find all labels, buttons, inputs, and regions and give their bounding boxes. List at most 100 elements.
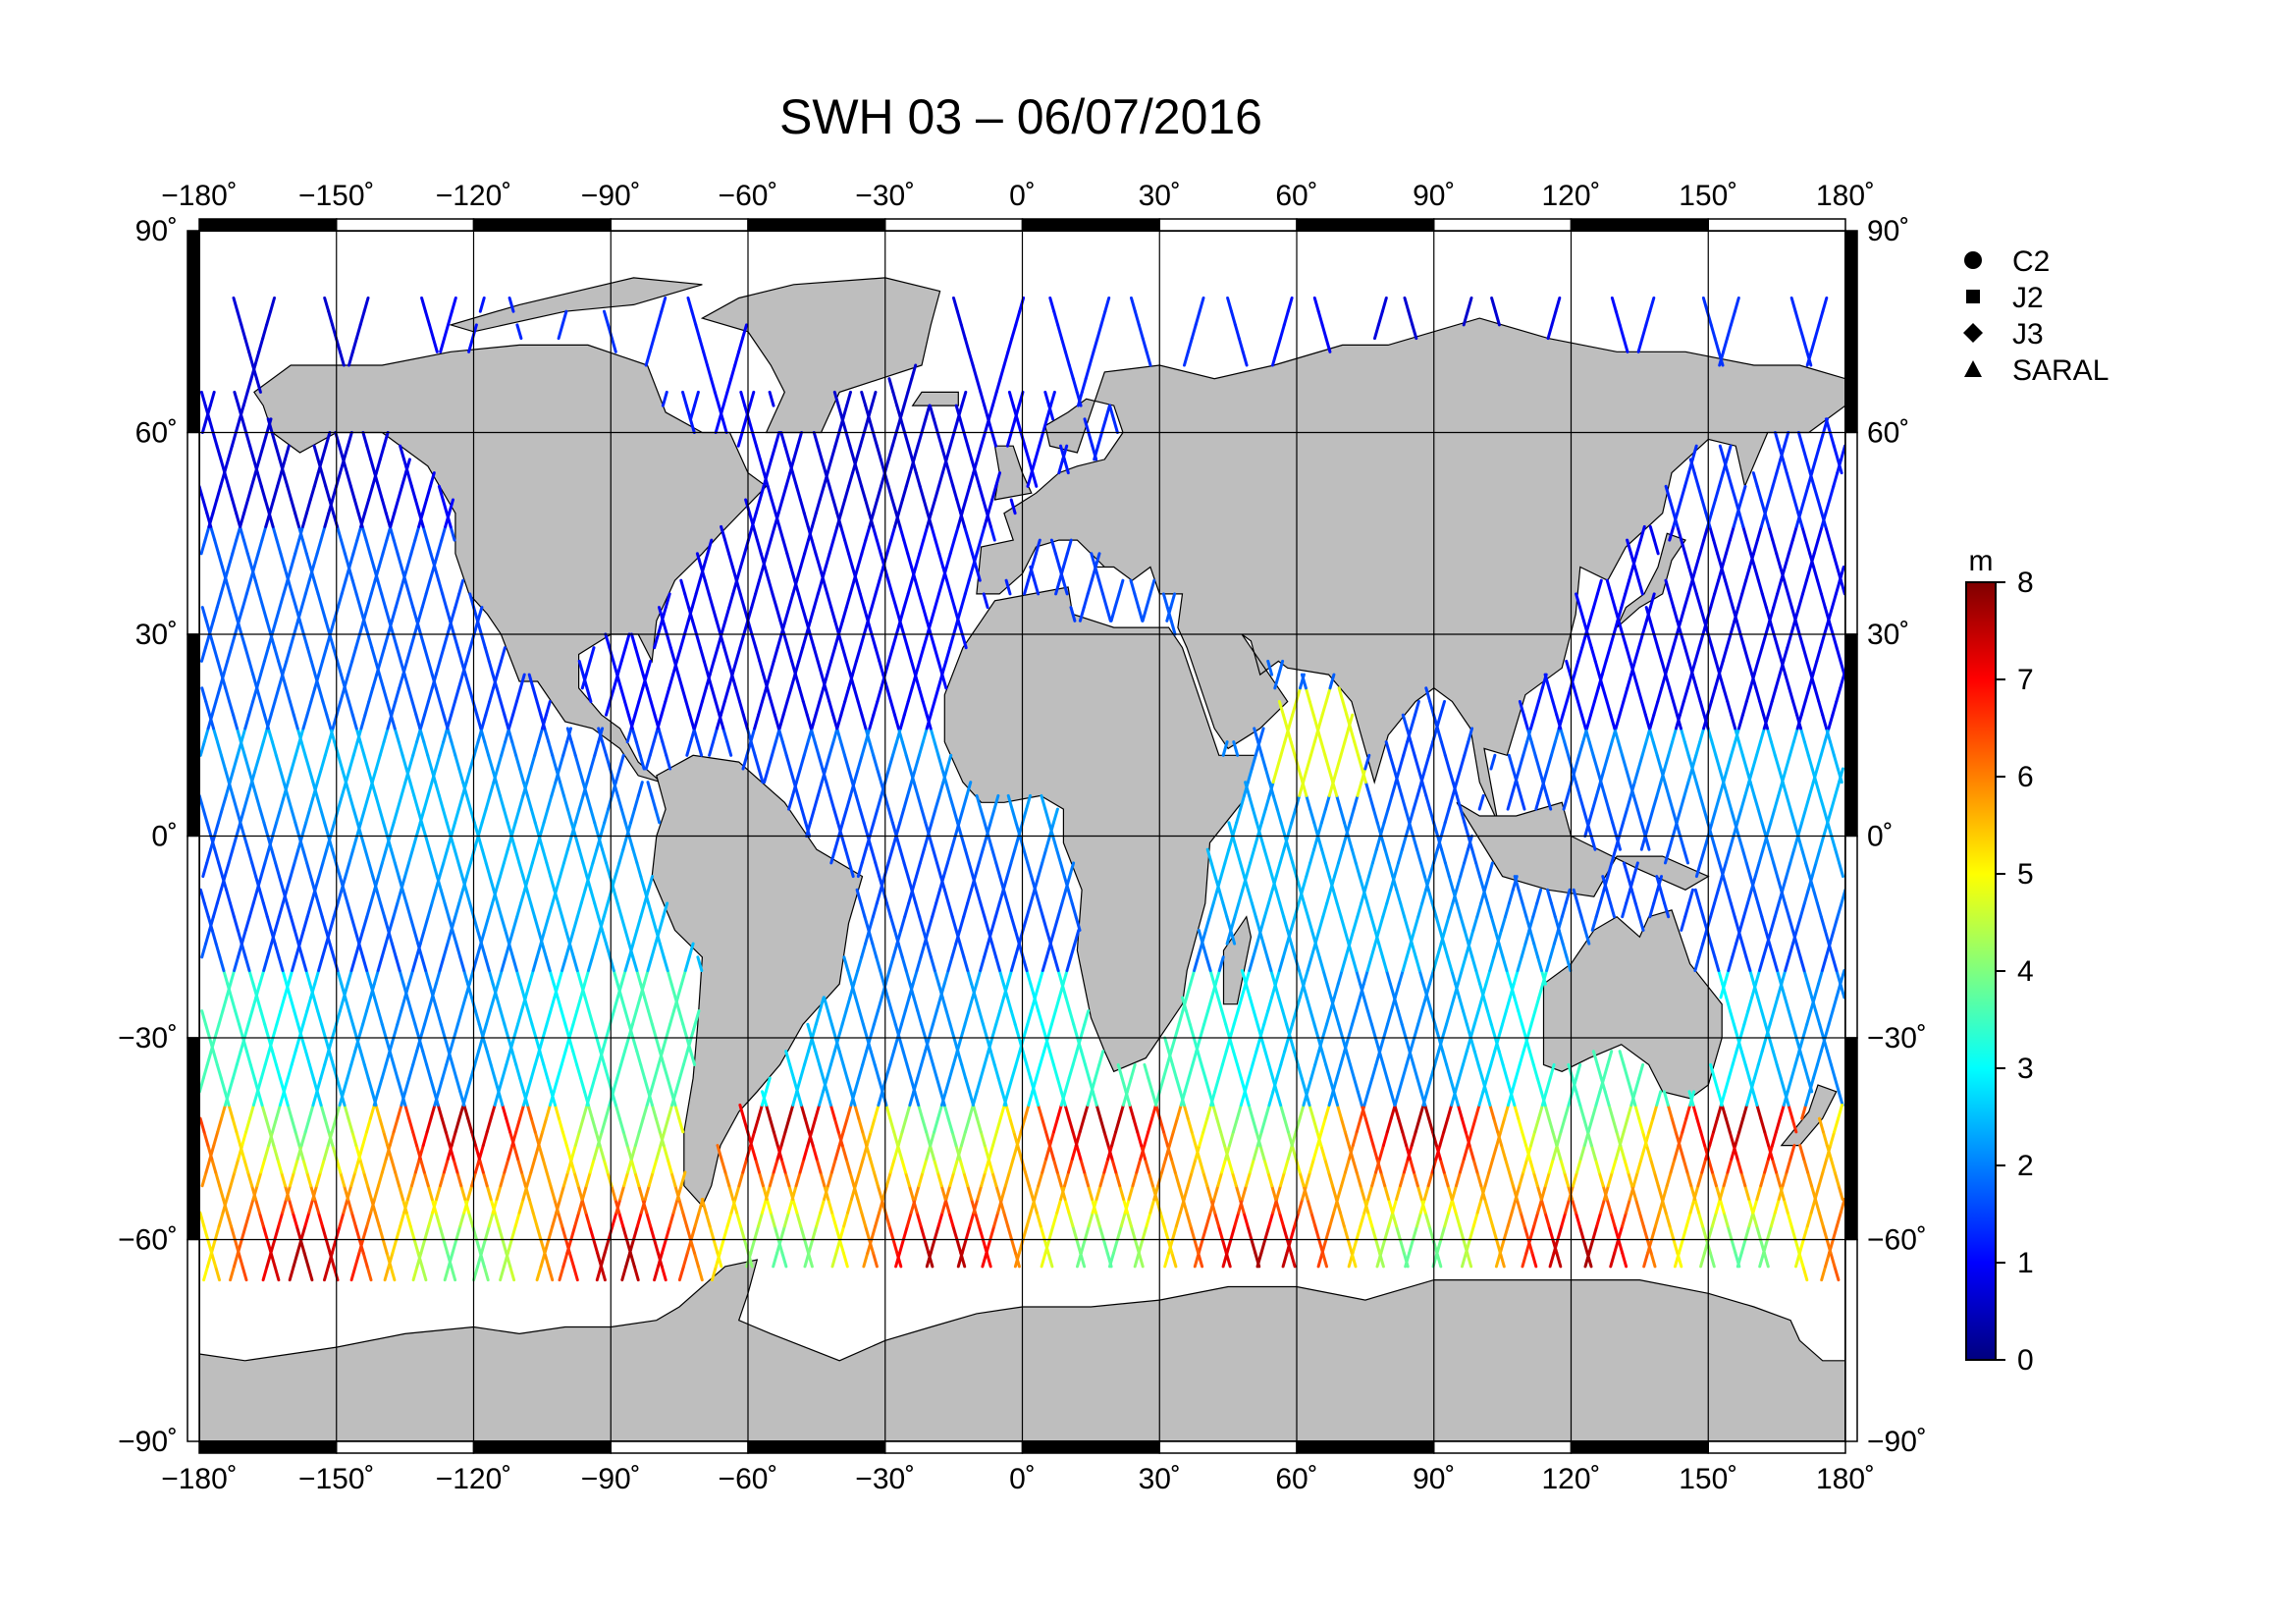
track-segment — [643, 996, 650, 1013]
track-segment — [1401, 1062, 1409, 1080]
track-segment — [1373, 323, 1380, 341]
track-segment — [990, 1022, 998, 1040]
track-segment — [1021, 1050, 1029, 1066]
track-segment — [1279, 740, 1287, 757]
track-segment — [655, 1144, 663, 1161]
track-segment — [1710, 646, 1718, 663]
track-segment — [274, 1062, 282, 1080]
track-segment — [1829, 740, 1836, 757]
track-segment — [322, 1144, 330, 1161]
track-segment — [714, 417, 721, 434]
track-segment — [419, 632, 426, 650]
track-segment — [920, 417, 928, 434]
track-segment — [467, 337, 474, 353]
track-segment — [499, 861, 506, 879]
track-segment — [227, 484, 235, 502]
track-segment — [1071, 1050, 1079, 1066]
track-segment — [535, 942, 543, 959]
track-segment — [1060, 888, 1068, 905]
track-segment — [980, 1170, 988, 1188]
track-segment — [382, 821, 389, 838]
track-segment — [1148, 1170, 1154, 1188]
track-segment — [1145, 592, 1152, 610]
track-segment — [1141, 1224, 1148, 1241]
track-segment — [445, 821, 453, 838]
track-segment — [892, 928, 900, 946]
track-segment — [234, 1009, 241, 1026]
track-segment — [647, 1009, 654, 1026]
track-segment — [1454, 1076, 1461, 1094]
track-segment — [362, 753, 370, 771]
track-segment — [301, 632, 309, 650]
track-segment — [1487, 861, 1494, 879]
track-segment — [763, 767, 770, 784]
track-segment — [829, 444, 837, 461]
track-segment — [866, 835, 874, 851]
track-segment — [601, 740, 609, 757]
track-segment — [1792, 498, 1800, 515]
track-segment — [1297, 1197, 1305, 1215]
track-segment — [503, 1157, 510, 1174]
track-segment — [521, 875, 529, 892]
track-segment — [467, 686, 475, 703]
track-segment — [612, 996, 619, 1013]
track-segment — [1095, 323, 1103, 341]
track-segment — [284, 1184, 291, 1201]
track-segment — [940, 767, 948, 784]
track-segment — [320, 1224, 328, 1241]
track-segment — [337, 793, 344, 811]
track-segment — [259, 1062, 267, 1080]
track-segment — [976, 1184, 984, 1201]
track-segment — [907, 1184, 915, 1201]
track-segment — [556, 996, 563, 1013]
track-segment — [1128, 1104, 1136, 1120]
track-segment — [338, 996, 346, 1013]
track-segment — [985, 1036, 992, 1054]
track-segment — [864, 1224, 871, 1241]
track-segment — [521, 781, 529, 797]
track-segment — [825, 781, 832, 797]
track-segment — [531, 955, 539, 972]
track-segment — [1752, 793, 1760, 811]
track-segment — [662, 1144, 669, 1161]
track-segment — [1274, 888, 1282, 905]
track-segment — [908, 1090, 916, 1107]
track-segment — [1197, 1238, 1204, 1255]
track-segment — [1037, 1170, 1044, 1188]
track-segment — [515, 901, 523, 919]
track-segment — [863, 915, 871, 932]
track-segment — [1009, 417, 1017, 434]
track-segment — [269, 1251, 277, 1269]
track-segment — [959, 512, 967, 528]
track-segment — [456, 861, 464, 879]
track-segment — [1025, 1211, 1033, 1228]
track-segment — [1084, 363, 1092, 381]
track-segment — [1410, 713, 1416, 730]
track-segment — [1213, 1076, 1220, 1094]
track-segment — [654, 1116, 662, 1134]
track-segment — [804, 821, 812, 838]
track-segment — [1410, 1130, 1417, 1148]
track-segment — [783, 444, 791, 461]
track-segment — [1467, 727, 1474, 744]
track-segment — [693, 390, 700, 407]
track-segment — [936, 1211, 944, 1228]
track-segment — [633, 646, 641, 663]
track-segment — [383, 915, 390, 932]
track-segment — [807, 1130, 815, 1148]
track-segment — [463, 1197, 471, 1215]
track-segment — [934, 888, 941, 905]
track-segment — [312, 996, 320, 1013]
track-segment — [978, 484, 986, 502]
track-segment — [713, 390, 721, 407]
track-segment — [1070, 901, 1078, 919]
track-segment — [722, 646, 730, 663]
track-segment — [908, 982, 916, 1000]
track-segment — [1048, 1050, 1055, 1066]
track-segment — [902, 861, 910, 879]
track-segment — [300, 538, 308, 556]
track-segment — [860, 847, 868, 865]
track-segment — [643, 1184, 651, 1201]
track-segment — [1080, 1050, 1087, 1066]
track-segment — [319, 1104, 327, 1120]
